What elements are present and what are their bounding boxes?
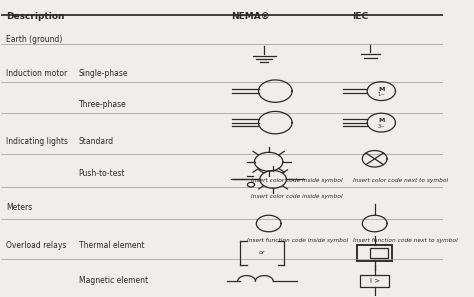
Text: Induction motor: Induction motor [6, 69, 67, 78]
Text: Insert function code inside symbol: Insert function code inside symbol [246, 238, 348, 243]
Text: I >: I > [370, 278, 380, 284]
Text: IEC: IEC [353, 12, 369, 21]
Text: or: or [259, 250, 265, 255]
Text: Overload relays: Overload relays [6, 241, 66, 250]
Text: M: M [378, 87, 384, 92]
Text: Insert color code inside symbol: Insert color code inside symbol [251, 194, 343, 199]
Text: M: M [378, 118, 384, 123]
Text: Insert function code next to symbol: Insert function code next to symbol [353, 238, 457, 243]
Text: Insert color code inside symbol: Insert color code inside symbol [251, 178, 343, 183]
Text: Standard: Standard [79, 137, 114, 146]
Text: Magnetic element: Magnetic element [79, 277, 148, 285]
Bar [357, 245, 392, 261]
Text: 1~: 1~ [377, 92, 385, 97]
Text: NEMA®: NEMA® [231, 12, 270, 21]
Text: Earth (ground): Earth (ground) [6, 35, 62, 44]
Text: Push-to-test: Push-to-test [79, 169, 125, 178]
Text: Indicating lights: Indicating lights [6, 137, 68, 146]
Text: Insert color code next to symbol: Insert color code next to symbol [353, 178, 448, 183]
Text: 3~: 3~ [377, 124, 385, 129]
Bar [370, 248, 388, 258]
Text: Meters: Meters [6, 203, 32, 212]
Text: Single-phase: Single-phase [79, 69, 128, 78]
Text: Three-phase: Three-phase [79, 100, 127, 109]
Text: Thermal element: Thermal element [79, 241, 144, 250]
Bar [360, 275, 389, 287]
Text: Description: Description [6, 12, 64, 21]
